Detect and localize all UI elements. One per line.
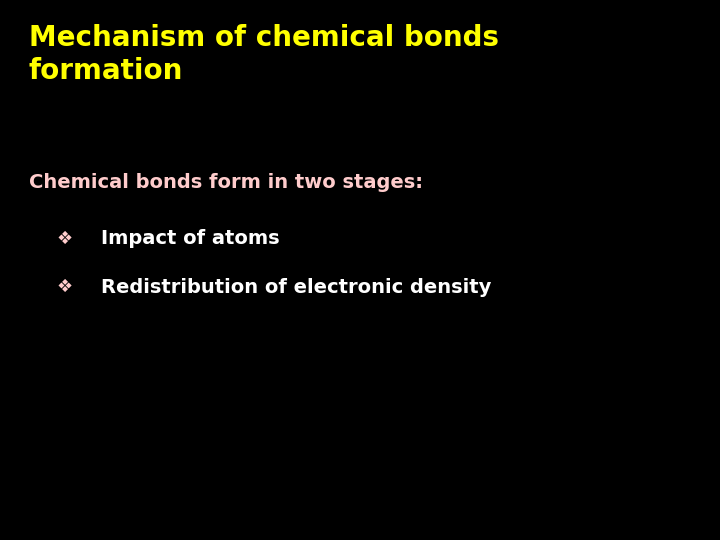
Text: Impact of atoms: Impact of atoms [101, 230, 279, 248]
Text: Chemical bonds form in two stages:: Chemical bonds form in two stages: [29, 173, 423, 192]
Text: Redistribution of electronic density: Redistribution of electronic density [101, 278, 491, 297]
Text: Mechanism of chemical bonds
formation: Mechanism of chemical bonds formation [29, 24, 499, 85]
Text: ❖: ❖ [57, 230, 73, 247]
Text: ❖: ❖ [57, 278, 73, 296]
